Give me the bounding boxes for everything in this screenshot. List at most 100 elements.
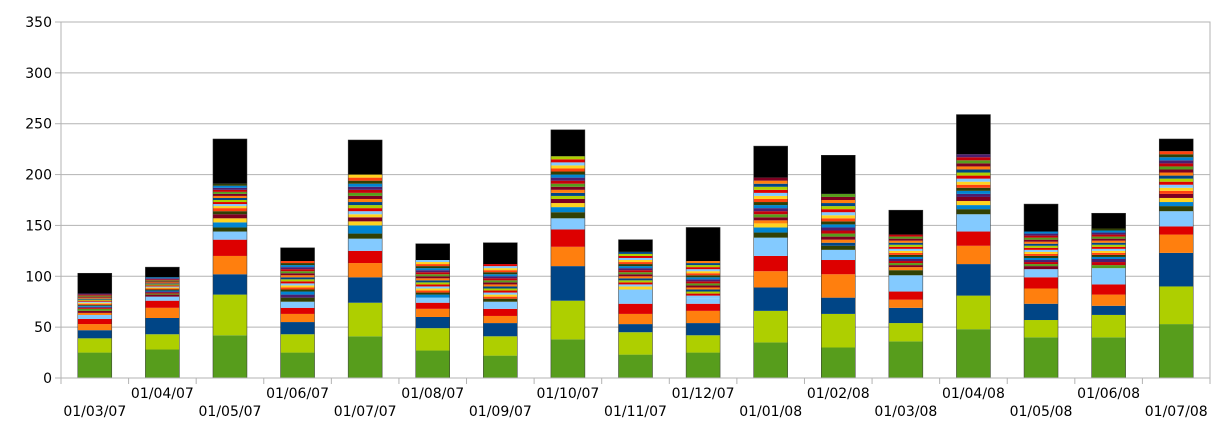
bar-segment (212, 211, 247, 215)
bar-segment (1091, 248, 1126, 251)
bar-segment (1024, 288, 1059, 304)
bar-segment (956, 166, 991, 170)
bar-segment (415, 282, 450, 285)
bar-segment (1024, 260, 1059, 263)
bar-segment (686, 281, 721, 284)
bar-segment (77, 294, 112, 296)
bar-segment (483, 242, 518, 265)
bar-segment (1159, 324, 1194, 378)
bar-segment (77, 308, 112, 311)
bar-segment (77, 314, 112, 320)
bar-segment (415, 286, 450, 289)
bar-segment (753, 205, 788, 209)
bar-segment (550, 186, 585, 190)
bar-stack-01/03/07 (77, 272, 113, 379)
bar-segment (415, 316, 450, 329)
bar-segment (1024, 237, 1059, 240)
bar-segment (145, 290, 180, 292)
bar-segment (550, 300, 585, 340)
x-tick-label: 01/05/08 (1010, 404, 1073, 420)
bar-segment (618, 268, 653, 271)
bar-segment (415, 328, 450, 351)
bar-segment (1091, 252, 1126, 255)
bar-segment (888, 248, 923, 251)
bar-segment (348, 202, 383, 206)
bar-segment (415, 350, 450, 378)
bar-segment (483, 278, 518, 281)
bar-segment (753, 220, 788, 224)
bar-segment (888, 256, 923, 259)
bar-segment (956, 175, 991, 179)
bar-segment (956, 245, 991, 265)
bar-segment (1091, 305, 1126, 315)
bar-segment (1024, 241, 1059, 244)
bar-segment (956, 157, 991, 161)
bar-segment (956, 172, 991, 176)
bar-segment (1091, 238, 1126, 241)
bar-segment (415, 274, 450, 277)
bar-segment (212, 183, 247, 186)
bar-segment (1091, 284, 1126, 295)
bar-segment (686, 261, 721, 264)
bar-stack-01/07/08 (1158, 138, 1194, 379)
bar-segment (212, 214, 247, 219)
bar-segment (686, 269, 721, 272)
bar-segment (888, 250, 923, 253)
bar-segment (1159, 157, 1194, 161)
bar-segment (145, 288, 180, 290)
bar-segment (280, 275, 315, 278)
bar-segment (280, 285, 315, 288)
bar-segment (1091, 213, 1126, 229)
bar-segment (280, 289, 315, 292)
bar-segment (1024, 253, 1059, 256)
bar-segment (1024, 269, 1059, 278)
bar-stack-01/10/07 (550, 129, 586, 379)
bar-segment (1024, 264, 1059, 267)
bar-segment (888, 242, 923, 245)
bar-segment (1159, 252, 1194, 287)
bar-segment (348, 205, 383, 209)
bar-segment (280, 269, 315, 272)
bar-segment (1091, 230, 1126, 233)
y-tick-label: 300 (25, 66, 52, 82)
bar-segment (212, 197, 247, 200)
bar-segment (77, 297, 112, 299)
bar-segment (1091, 240, 1126, 243)
y-tick-label: 100 (25, 269, 52, 285)
bar-segment (618, 354, 653, 378)
bar-segment (1159, 286, 1194, 325)
bar-segment (415, 302, 450, 309)
bar-segment (1159, 166, 1194, 170)
bar-segment (956, 209, 991, 215)
bar-segment (618, 280, 653, 283)
bar-segment (550, 192, 585, 196)
bar-segment (888, 238, 923, 241)
bar-segment (618, 270, 653, 273)
bar-segment (348, 221, 383, 226)
bar-segment (618, 253, 653, 256)
bar-segment (145, 307, 180, 318)
bar-segment (77, 352, 112, 378)
bar-segment (753, 198, 788, 203)
bar-segment (821, 203, 856, 207)
bar-segment (212, 294, 247, 336)
bar-segment (212, 189, 247, 192)
bar-stack-01/03/08 (888, 209, 924, 379)
bar-segment (753, 255, 788, 272)
x-tick-label: 01/04/07 (131, 386, 194, 402)
bar-segment (821, 297, 856, 314)
bar-segment (618, 255, 653, 258)
bar-segment (212, 222, 247, 228)
bar-segment (415, 260, 450, 263)
bar-segment (348, 192, 383, 196)
bar-segment (686, 265, 721, 268)
bar-segment (1159, 184, 1194, 188)
bar-segment (1159, 202, 1194, 207)
bar-segment (415, 280, 450, 283)
bar-segment (280, 301, 315, 308)
bar-segment (1091, 232, 1126, 235)
bar-segment (753, 223, 788, 228)
bar-segment (415, 266, 450, 269)
bar-segment (1159, 181, 1194, 185)
bar-segment (753, 271, 788, 288)
